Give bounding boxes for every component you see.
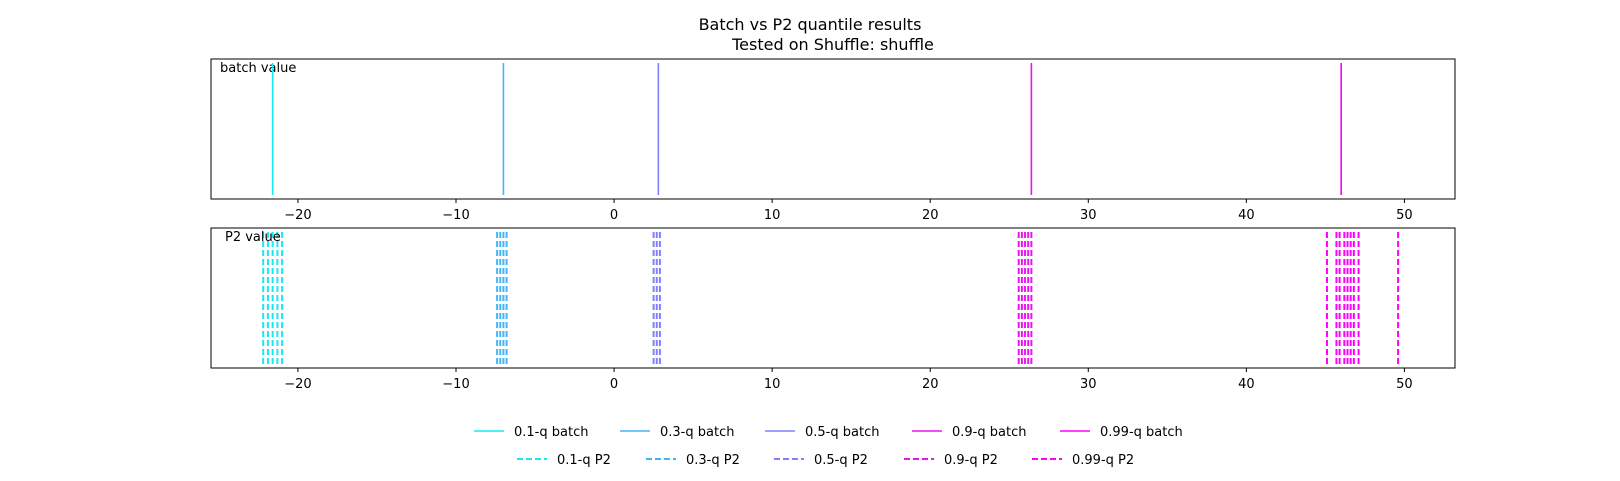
chart-subtitle: Tested on Shuffle: shuffle — [731, 35, 934, 54]
batch-x-tick-label: 50 — [1396, 208, 1413, 223]
batch-x-tick-label: 30 — [1080, 208, 1097, 223]
batch-x-tick-label: −20 — [284, 208, 311, 223]
chart-title: Batch vs P2 quantile results — [699, 15, 922, 34]
batch-x-tick-label: 40 — [1238, 208, 1255, 223]
legend-label-p2: 0.5-q P2 — [814, 453, 868, 468]
batch-x-tick-label: −10 — [442, 208, 469, 223]
p2-x-tick-label: 10 — [764, 377, 781, 392]
batch-x-tick-label: 0 — [610, 208, 618, 223]
p2-panel-frame — [210, 227, 1456, 369]
legend: 0.1-q batch 0.3-q batch 0.5-q batch 0.9-q b… — [474, 425, 1183, 468]
p2-x-tick-label: −20 — [284, 377, 311, 392]
legend-label-batch: 0.1-q batch — [514, 425, 588, 440]
p2-x-tick-label: 20 — [922, 377, 939, 392]
p2-x-tick-label: −10 — [442, 377, 469, 392]
p2-x-tick-label: 40 — [1238, 377, 1255, 392]
legend-label-batch: 0.9-q batch — [952, 425, 1026, 440]
p2-x-tick-label: 0 — [610, 377, 618, 392]
batch-panel-frame — [210, 58, 1456, 200]
p2-x-axis: −20 −10 0 10 20 30 40 50 — [284, 368, 1413, 392]
legend-label-p2: 0.1-q P2 — [557, 453, 611, 468]
p2-panel-label: P2 value — [225, 230, 281, 245]
legend-label-p2: 0.9-q P2 — [944, 453, 998, 468]
batch-lines — [271, 63, 1342, 195]
p2-panel: P2 value −20 −10 0 10 20 30 40 50 — [210, 227, 1456, 392]
batch-x-tick-label: 10 — [764, 208, 781, 223]
batch-panel-label: batch value — [220, 61, 296, 76]
p2-lines — [262, 232, 1400, 364]
legend-label-batch: 0.99-q batch — [1100, 425, 1183, 440]
p2-x-tick-label: 30 — [1080, 377, 1097, 392]
legend-label-batch: 0.5-q batch — [805, 425, 879, 440]
batch-panel: batch value −20 −10 0 10 20 30 40 50 — [210, 58, 1456, 223]
p2-x-tick-label: 50 — [1396, 377, 1413, 392]
batch-x-tick-label: 20 — [922, 208, 939, 223]
legend-label-p2: 0.99-q P2 — [1072, 453, 1134, 468]
legend-label-p2: 0.3-q P2 — [686, 453, 740, 468]
batch-x-axis: −20 −10 0 10 20 30 40 50 — [284, 199, 1413, 223]
legend-label-batch: 0.3-q batch — [660, 425, 734, 440]
